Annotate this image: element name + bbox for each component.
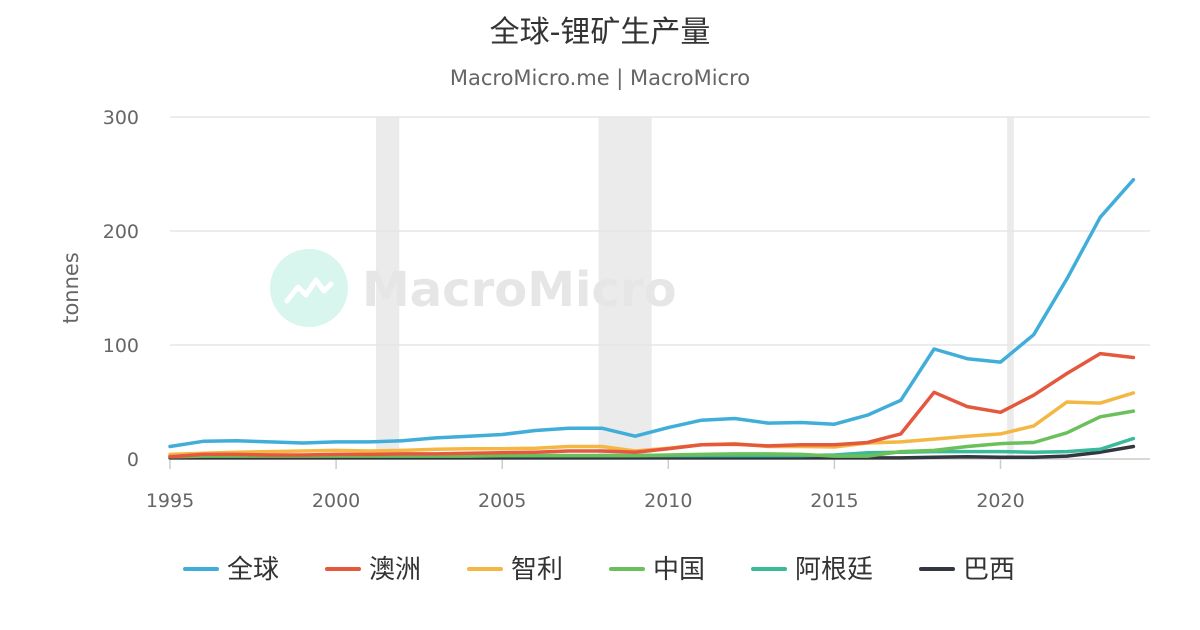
recession-band-1	[598, 117, 652, 459]
legend-item-3[interactable]: 中国	[609, 555, 705, 585]
x-axis: 1995 2000 2005 2010 2015 2020	[146, 458, 1150, 512]
legend-label-0: 全球	[227, 555, 279, 585]
legend-label-4: 阿根廷	[795, 555, 873, 585]
x-tick-label-2015: 2015	[810, 490, 858, 512]
legend-item-1[interactable]: 澳洲	[325, 555, 421, 585]
legend-label-1: 澳洲	[369, 555, 421, 585]
legend: 全球 澳洲 智利 中国 阿根廷 巴西	[183, 555, 1015, 585]
chart-subtitle: MacroMicro.me | MacroMicro	[450, 66, 750, 91]
legend-item-5[interactable]: 巴西	[919, 555, 1015, 585]
watermark-chart-icon	[284, 277, 334, 304]
legend-label-3: 中国	[653, 555, 705, 585]
x-tick-label-2005: 2005	[478, 490, 526, 512]
legend-item-0[interactable]: 全球	[183, 555, 279, 585]
series-line-0	[168, 177, 1136, 449]
legend-label-5: 巴西	[963, 555, 1015, 585]
recession-band-0	[375, 117, 400, 459]
legend-label-2: 智利	[511, 555, 563, 585]
series-line-5	[168, 444, 1136, 460]
y-tick-label-200: 200	[103, 221, 139, 243]
x-tick-label-2000: 2000	[312, 490, 360, 512]
watermark-text: MacroMicro	[362, 262, 677, 318]
legend-item-2[interactable]: 智利	[467, 555, 563, 585]
y-axis: 0 100 200 300	[103, 107, 139, 471]
x-tick-label-2010: 2010	[644, 490, 692, 512]
x-tick-label-1995: 1995	[146, 490, 194, 512]
y-tick-label-100: 100	[103, 335, 139, 357]
recession-shading	[375, 117, 1014, 459]
chart-title: 全球-锂矿生产量	[490, 15, 711, 50]
series-line-1	[168, 351, 1136, 459]
recession-band-2	[1007, 117, 1014, 459]
y-tick-label-300: 300	[103, 107, 139, 129]
y-tick-label-0: 0	[127, 449, 139, 471]
watermark: MacroMicro	[270, 249, 677, 327]
series-lines	[168, 177, 1136, 460]
legend-item-4[interactable]: 阿根廷	[751, 555, 873, 585]
y-axis-label: tonnes	[59, 252, 83, 324]
grid-lines	[170, 116, 1150, 346]
x-tick-label-2020: 2020	[976, 490, 1024, 512]
